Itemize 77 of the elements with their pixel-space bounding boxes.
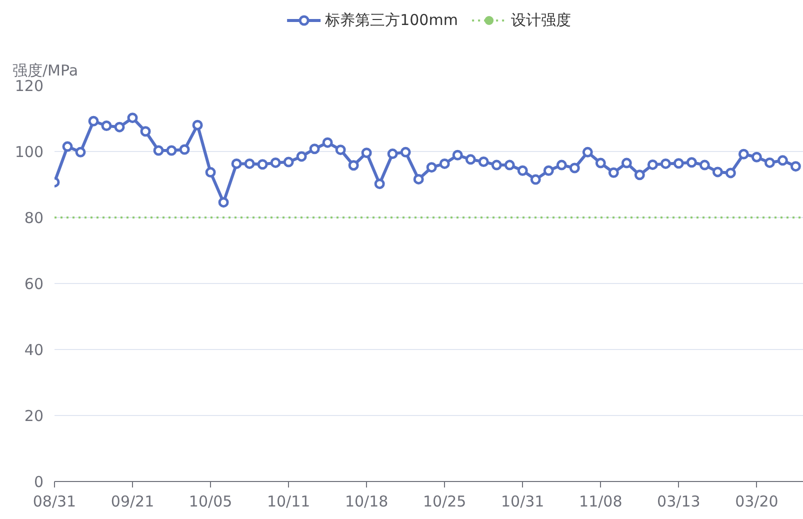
y-tick-label: 60 [24, 275, 44, 293]
point [556, 160, 567, 170]
point [569, 162, 580, 174]
legend-label: 标养第三方100mm [325, 10, 458, 30]
point [777, 155, 788, 166]
x-tick-label: 10/31 [501, 492, 544, 510]
point [413, 174, 424, 184]
y-tick-label: 0 [34, 473, 44, 491]
point [88, 116, 99, 126]
x-tick-label: 03/20 [735, 492, 778, 510]
point [647, 159, 658, 170]
point [75, 146, 86, 158]
point [335, 144, 346, 156]
y-tick-label: 20 [24, 407, 44, 425]
y-tick-label: 80 [24, 209, 44, 227]
point [790, 161, 801, 172]
point [231, 158, 242, 169]
x-tick-label: 10/05 [188, 492, 232, 510]
point [101, 120, 112, 131]
x-tick-label: 11/08 [579, 492, 622, 510]
point [686, 157, 697, 168]
point [296, 151, 307, 162]
point [621, 158, 632, 168]
y-tick-label: 40 [24, 341, 44, 359]
point [764, 157, 775, 168]
point [452, 150, 463, 160]
point [439, 158, 450, 169]
point [218, 197, 229, 208]
point [140, 126, 151, 137]
point [361, 148, 372, 158]
legend-label: 设计强度 [510, 10, 571, 30]
point [348, 160, 359, 171]
x-tick-label: 08/31 [32, 492, 76, 510]
x-tick-label: 10/25 [422, 492, 466, 510]
point [504, 160, 515, 170]
point [283, 156, 294, 168]
point [62, 141, 73, 152]
point [530, 174, 541, 185]
x-tick-label: 10/18 [344, 492, 388, 510]
point [712, 166, 723, 178]
point [738, 148, 749, 160]
point [426, 162, 437, 173]
point [114, 122, 125, 132]
point [582, 146, 593, 158]
point [309, 144, 320, 154]
point [153, 145, 164, 156]
y-tick-label: 100 [14, 143, 44, 161]
y-tick-label: 120 [14, 77, 44, 95]
y-axis-title: 强度/MPa [12, 62, 78, 80]
point [543, 165, 554, 176]
point [244, 158, 255, 169]
x-tick-label: 09/21 [110, 492, 154, 510]
point [751, 152, 762, 162]
x-tick-label: 03/13 [657, 492, 700, 510]
point [179, 144, 190, 155]
point [257, 159, 268, 170]
point [478, 156, 489, 167]
point [517, 165, 528, 176]
point [725, 168, 736, 178]
point [491, 160, 502, 170]
point [465, 154, 476, 165]
point [205, 167, 216, 178]
x-tick-label: 10/11 [266, 492, 310, 510]
point [608, 167, 619, 178]
point [634, 170, 645, 180]
point [127, 112, 138, 124]
point [673, 158, 684, 169]
point [322, 137, 333, 148]
point [387, 148, 398, 160]
point [595, 158, 606, 168]
point [374, 178, 385, 190]
point [166, 145, 177, 156]
point [192, 120, 203, 130]
point [660, 158, 671, 169]
point [270, 157, 281, 168]
point [699, 160, 710, 170]
point [400, 146, 411, 158]
